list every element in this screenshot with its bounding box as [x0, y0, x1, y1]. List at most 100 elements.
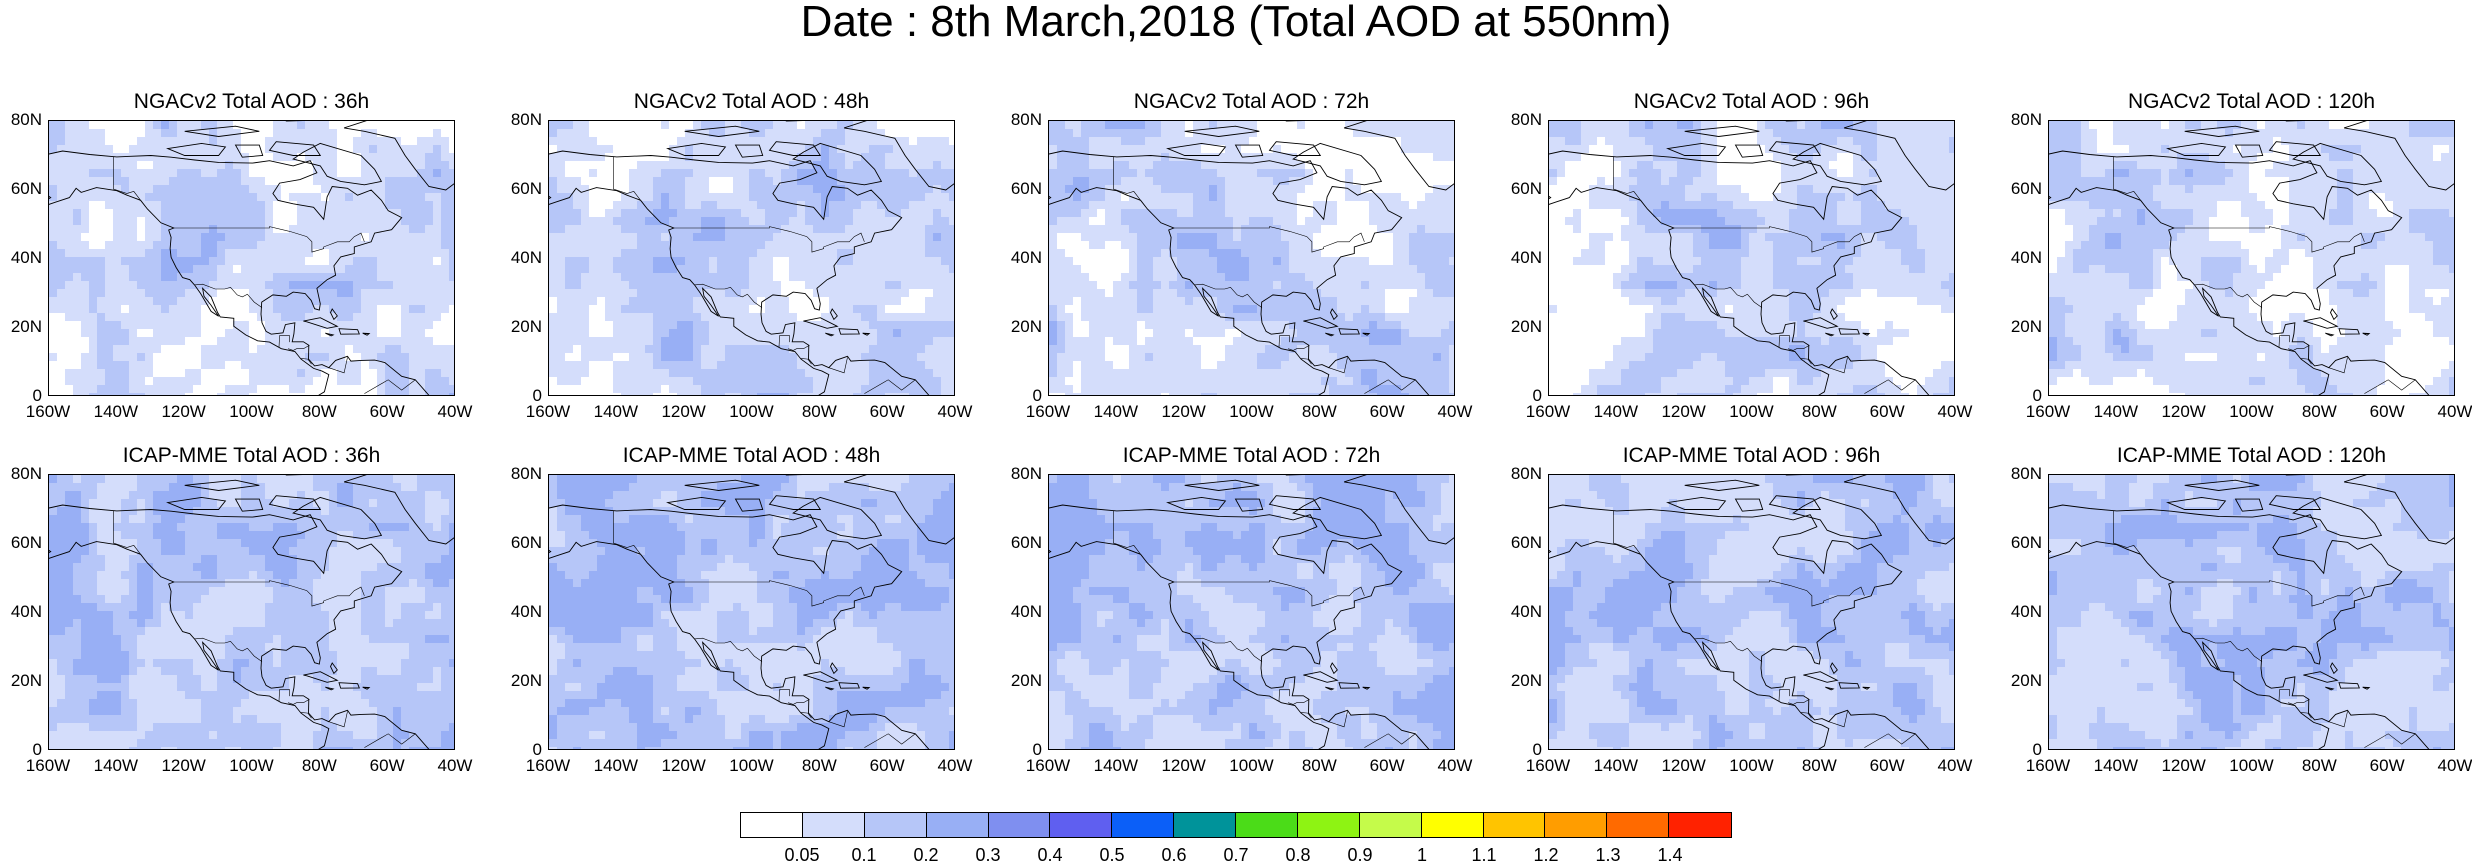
lon-tick-label: 160W: [518, 756, 578, 776]
aod-field: [549, 475, 955, 750]
colorbar-label: 0.8: [1273, 845, 1323, 866]
figure-title: Date : 8th March,2018 (Total AOD at 550n…: [0, 0, 2472, 44]
lon-tick-label: 60W: [357, 402, 417, 422]
panel-title: NGACv2 Total AOD : 48h: [548, 90, 955, 114]
lat-tick-label: 80N: [998, 464, 1042, 484]
lat-tick-label: 60N: [498, 179, 542, 199]
lon-tick-label: 60W: [1357, 402, 1417, 422]
lon-tick-label: 140W: [86, 756, 146, 776]
lat-tick-label: 80N: [1998, 464, 2042, 484]
aod-map: [548, 474, 955, 750]
aod-field: [2049, 121, 2455, 396]
lon-tick-label: 120W: [654, 756, 714, 776]
lon-tick-label: 40W: [1425, 402, 1485, 422]
lon-tick-label: 120W: [2154, 402, 2214, 422]
lon-tick-label: 80W: [1789, 402, 1849, 422]
lon-tick-label: 120W: [1654, 756, 1714, 776]
lon-tick-label: 100W: [222, 756, 282, 776]
lon-tick-label: 140W: [1586, 402, 1646, 422]
lon-tick-label: 60W: [1857, 402, 1917, 422]
lon-tick-label: 100W: [2222, 756, 2282, 776]
lat-tick-label: 40N: [1498, 248, 1542, 268]
lon-tick-label: 60W: [357, 756, 417, 776]
lon-tick-label: 140W: [1586, 756, 1646, 776]
colorbar-swatch: [1360, 813, 1422, 837]
lon-tick-label: 60W: [857, 402, 917, 422]
lat-tick-label: 40N: [998, 602, 1042, 622]
colorbar-swatch: [1484, 813, 1546, 837]
aod-field: [1049, 121, 1455, 396]
panel-title: ICAP-MME Total AOD : 120h: [2048, 444, 2455, 468]
panel-title: NGACv2 Total AOD : 96h: [1548, 90, 1955, 114]
lat-tick-label: 20N: [1998, 317, 2042, 337]
lon-tick-label: 80W: [289, 402, 349, 422]
lon-tick-label: 80W: [2289, 402, 2349, 422]
panel-title: ICAP-MME Total AOD : 48h: [548, 444, 955, 468]
lat-tick-label: 20N: [498, 671, 542, 691]
lon-tick-label: 160W: [2018, 402, 2078, 422]
lon-tick-label: 160W: [518, 402, 578, 422]
aod-map: [1048, 474, 1455, 750]
lon-tick-label: 160W: [18, 756, 78, 776]
lon-tick-label: 140W: [1086, 756, 1146, 776]
lon-tick-label: 100W: [722, 402, 782, 422]
lon-tick-label: 80W: [1289, 756, 1349, 776]
aod-field: [49, 121, 455, 396]
lat-tick-label: 80N: [0, 110, 42, 130]
lon-tick-label: 160W: [1518, 402, 1578, 422]
aod-map: [1048, 120, 1455, 396]
lat-tick-label: 60N: [498, 533, 542, 553]
lat-tick-label: 40N: [498, 248, 542, 268]
panel-title: ICAP-MME Total AOD : 72h: [1048, 444, 1455, 468]
panel-title: NGACv2 Total AOD : 36h: [48, 90, 455, 114]
lat-tick-label: 40N: [0, 248, 42, 268]
colorbar-swatch: [989, 813, 1051, 837]
colorbar-label: 0.5: [1087, 845, 1137, 866]
aod-field: [1549, 121, 1955, 396]
lon-tick-label: 100W: [222, 402, 282, 422]
lon-tick-label: 160W: [1518, 756, 1578, 776]
lon-tick-label: 120W: [1654, 402, 1714, 422]
lon-tick-label: 80W: [789, 756, 849, 776]
aod-field: [2049, 475, 2455, 750]
lon-tick-label: 100W: [1222, 402, 1282, 422]
lon-tick-label: 160W: [1018, 402, 1078, 422]
aod-field: [1049, 475, 1455, 750]
lon-tick-label: 120W: [154, 402, 214, 422]
aod-field: [549, 121, 955, 396]
lon-tick-label: 40W: [425, 402, 485, 422]
lat-tick-label: 80N: [0, 464, 42, 484]
lon-tick-label: 40W: [2425, 402, 2472, 422]
colorbar-label: 1.1: [1459, 845, 1509, 866]
lat-tick-label: 20N: [998, 317, 1042, 337]
colorbar-swatch: [1422, 813, 1484, 837]
lon-tick-label: 100W: [1722, 402, 1782, 422]
lon-tick-label: 60W: [1857, 756, 1917, 776]
lat-tick-label: 40N: [1498, 602, 1542, 622]
colorbar-swatch: [1669, 813, 1731, 837]
lon-tick-label: 160W: [1018, 756, 1078, 776]
lat-tick-label: 40N: [498, 602, 542, 622]
colorbar: [740, 812, 1732, 838]
colorbar-swatch: [1545, 813, 1607, 837]
lat-tick-label: 80N: [498, 464, 542, 484]
panel-title: ICAP-MME Total AOD : 96h: [1548, 444, 1955, 468]
lon-tick-label: 60W: [857, 756, 917, 776]
colorbar-swatch: [1112, 813, 1174, 837]
lon-tick-label: 100W: [722, 756, 782, 776]
panel-title: NGACv2 Total AOD : 120h: [2048, 90, 2455, 114]
lon-tick-label: 140W: [586, 402, 646, 422]
lat-tick-label: 20N: [0, 317, 42, 337]
colorbar-label: 0.9: [1335, 845, 1385, 866]
lon-tick-label: 40W: [1925, 756, 1985, 776]
colorbar-swatch: [1174, 813, 1236, 837]
aod-map: [1548, 474, 1955, 750]
lon-tick-label: 100W: [2222, 402, 2282, 422]
colorbar-swatch: [865, 813, 927, 837]
lat-tick-label: 40N: [1998, 602, 2042, 622]
lat-tick-label: 40N: [998, 248, 1042, 268]
colorbar-label: 0.3: [963, 845, 1013, 866]
lat-tick-label: 40N: [1998, 248, 2042, 268]
colorbar-swatch: [1050, 813, 1112, 837]
lon-tick-label: 40W: [925, 756, 985, 776]
